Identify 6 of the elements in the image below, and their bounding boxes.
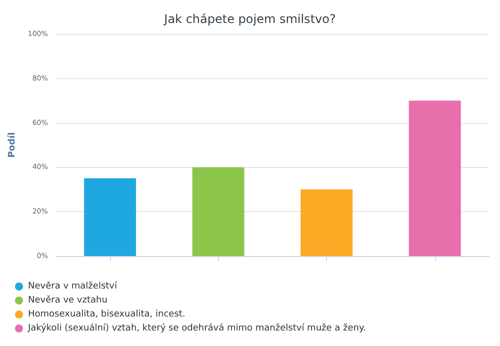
legend-label: Nevěra ve vztahu [28,294,108,306]
legend-label: Nevěra v malželství [28,280,118,292]
legend-label: Homosexualita, bisexualita, incest. [28,310,186,320]
legend-label: Jakýkoli (sexuální) vztah, který se odehrává mimo manželství muže a ženy. [27,322,366,334]
y-axis-title: Podíl [6,132,18,158]
chart-title: Jak chápete pojem smilstvo? [163,12,336,26]
